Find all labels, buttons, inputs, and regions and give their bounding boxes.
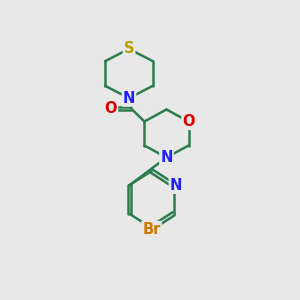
- Text: O: O: [105, 101, 117, 116]
- Text: O: O: [182, 114, 195, 129]
- Text: N: N: [170, 178, 182, 193]
- Text: N: N: [123, 91, 135, 106]
- Text: S: S: [124, 41, 134, 56]
- Text: N: N: [160, 150, 173, 165]
- Text: Br: Br: [142, 222, 161, 237]
